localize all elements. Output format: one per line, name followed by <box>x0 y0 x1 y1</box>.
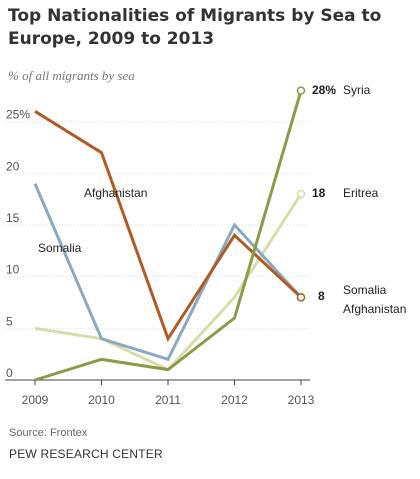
y-tick-label: 25% <box>6 108 30 122</box>
name-eritrea: Eritrea <box>343 186 379 200</box>
value-somalia-afghanistan: 8 <box>318 289 325 303</box>
value-syria: 28% <box>312 83 336 97</box>
end-marker-afghanistan <box>296 293 306 302</box>
name-syria: Syria <box>343 83 371 97</box>
y-tick-label: 10 <box>6 263 20 277</box>
x-axis-ticks: 2009 2010 2011 2012 2013 <box>22 380 315 407</box>
value-eritrea: 18 <box>312 186 326 200</box>
y-tick-label: 20 <box>6 159 20 173</box>
name-somalia-2013: Somalia <box>343 283 387 297</box>
series-lines <box>33 90 303 382</box>
y-tick-label: 5 <box>6 314 13 328</box>
series-line-syria <box>34 90 303 382</box>
end-markers <box>296 86 306 302</box>
y-axis-ticks: 0 5 10 15 20 25% <box>6 108 30 380</box>
x-tick-label: 2013 <box>288 393 315 407</box>
x-tick-label: 2010 <box>88 393 115 407</box>
source-note: Source: Frontex <box>9 427 88 439</box>
end-marker-eritrea <box>296 189 306 199</box>
label-somalia: Somalia <box>38 241 82 255</box>
end-marker-syria <box>296 86 306 95</box>
y-tick-label: 0 <box>6 366 13 380</box>
series-line-eritrea <box>34 193 303 372</box>
y-tick-label: 15 <box>6 211 20 225</box>
series-line-somalia <box>33 183 303 362</box>
series-line-afghanistan <box>34 110 303 343</box>
chart-title: Top Nationalities of Migrants by Sea to … <box>8 6 382 49</box>
x-tick-label: 2009 <box>22 393 49 407</box>
x-tick-label: 2012 <box>221 393 248 407</box>
gridlines <box>5 121 310 329</box>
brand-name: PEW RESEARCH CENTER <box>9 447 163 461</box>
name-afghanistan-2013: Afghanistan <box>343 302 406 316</box>
x-tick-label: 2011 <box>155 393 181 407</box>
label-afghanistan: Afghanistan <box>84 186 147 200</box>
chart-subtitle: % of all migrants by sea <box>8 68 135 83</box>
